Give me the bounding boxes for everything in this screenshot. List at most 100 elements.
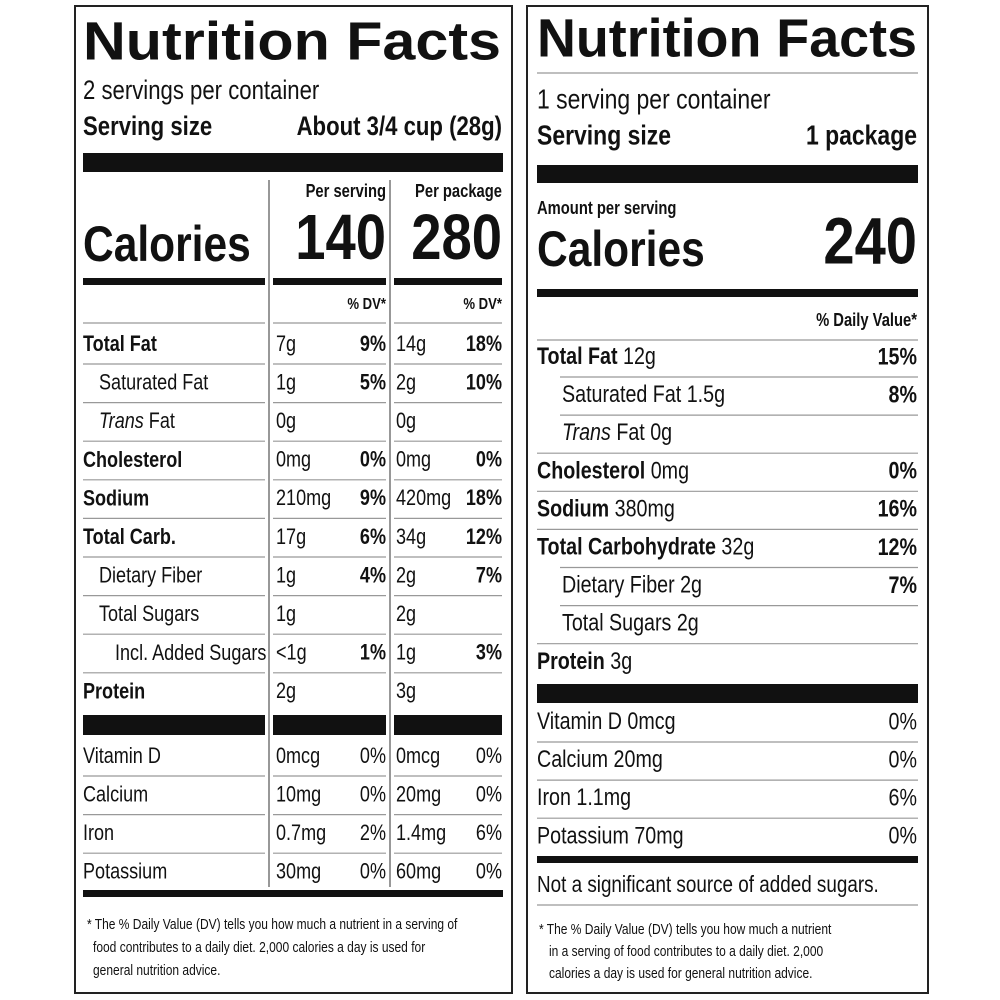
daily-value: 10% (466, 369, 502, 394)
left-label-border (74, 5, 513, 994)
nutrient-line: Iron 1.1mg (537, 785, 631, 812)
daily-value: 0% (889, 458, 917, 485)
amount: 0.7mg (276, 820, 326, 845)
medium-rule (537, 856, 918, 863)
servings-per-container: 1 serving per container (537, 83, 771, 114)
nutrient-line: Total Sugars 2g (562, 610, 699, 637)
medium-rule (394, 278, 502, 285)
amount: 0g (650, 420, 672, 447)
nutrient-name-text: Incl. Added Sugars (115, 640, 266, 665)
footnote: food contributes to a daily diet. 2,000 … (93, 939, 425, 956)
daily-value: 16% (878, 496, 917, 523)
nutrient-line: Total Fat 12g (537, 343, 656, 370)
thick-rule (83, 715, 265, 735)
nutrient-name: Saturated Fat (99, 369, 208, 394)
daily-value: 1% (360, 640, 386, 665)
amount: 1.1mg (576, 785, 631, 812)
nutrient-name-text: Fat (149, 408, 175, 433)
daily-value: 0% (360, 781, 386, 806)
nutrient-line: Potassium 70mg (537, 823, 684, 850)
daily-value: 6% (889, 785, 917, 812)
thick-rule (537, 165, 918, 183)
nutrient-line: Cholesterol 0mg (537, 458, 689, 485)
nutrient-name-italic: Trans (562, 420, 611, 447)
amount: 3g (610, 648, 632, 675)
daily-value: 0% (476, 743, 502, 768)
footnote: in a serving of food contributes to a da… (549, 943, 823, 960)
footnote: * The % Daily Value (DV) tells you how m… (539, 921, 832, 938)
daily-value: 0% (360, 743, 386, 768)
label-title: Nutrition Facts (83, 11, 501, 71)
daily-value: 2% (360, 820, 386, 845)
medium-rule (273, 278, 386, 285)
nutrient-name: Potassium (83, 859, 167, 884)
amount: 34g (396, 524, 426, 549)
amount: 17g (276, 524, 306, 549)
daily-value: 6% (476, 820, 502, 845)
amount: 0mcg (627, 708, 675, 735)
thick-rule (537, 684, 918, 703)
nutrient-name: Total Sugars (99, 601, 199, 626)
nutrient-line: Calcium 20mg (537, 746, 663, 773)
thick-rule (273, 715, 386, 735)
amount: 0mg (396, 447, 431, 472)
nutrient-name-text: Total Fat (83, 331, 157, 356)
amount: 2g (677, 610, 699, 637)
amount: 0mg (651, 458, 689, 485)
nutrient-name-text: Dietary Fiber (99, 562, 202, 587)
footnote: general nutrition advice. (93, 962, 220, 979)
medium-rule (83, 278, 265, 285)
amount: 3g (396, 678, 416, 703)
nutrient-name-text: Sodium (537, 496, 609, 523)
amount: 2g (396, 369, 416, 394)
amount: 10mg (276, 781, 321, 806)
amount: 30mg (276, 859, 321, 884)
serving-size-label: Serving size (537, 119, 671, 150)
daily-value: 0% (360, 447, 386, 472)
amount: 1g (276, 369, 296, 394)
calories-value: 240 (823, 203, 917, 277)
column-head: Per package (415, 181, 502, 201)
calories-label: Calories (83, 216, 251, 272)
amount: 0g (396, 408, 416, 433)
nutrient-name: Protein (83, 678, 145, 703)
nutrient-name-text: Cholesterol (83, 447, 182, 472)
serving-size-label: Serving size (83, 111, 212, 141)
daily-value: 4% (360, 562, 386, 587)
nutrient-name-text: Fat (616, 420, 645, 447)
nutrient-name: Vitamin D (83, 743, 161, 768)
medium-rule (83, 890, 503, 897)
nutrient-name-text: Total Carbohydrate (537, 534, 716, 561)
daily-value: 3% (476, 640, 502, 665)
nutrient-name-text: Total Sugars (562, 610, 671, 637)
calories-label: Calories (537, 221, 705, 277)
nutrient-name-text: Protein (83, 678, 145, 703)
amount: 0mg (276, 447, 311, 472)
daily-value: 15% (878, 343, 917, 370)
amount: 1g (396, 640, 416, 665)
nutrient-line: Protein 3g (537, 648, 632, 675)
daily-value: 0% (360, 859, 386, 884)
amount: <1g (276, 640, 307, 665)
amount: 380mg (615, 496, 675, 523)
amount: 70mg (634, 823, 683, 850)
daily-value: 0% (476, 447, 502, 472)
nutrient-line: Trans Fat 0g (562, 420, 672, 447)
nutrient-name: Total Fat (83, 331, 157, 356)
medium-rule (537, 289, 918, 297)
amount: 20mg (396, 781, 441, 806)
amount: 2g (680, 572, 702, 599)
nutrient-name: Incl. Added Sugars (115, 640, 266, 665)
nutrient-name-text: Sodium (83, 485, 149, 510)
daily-value: 7% (476, 562, 502, 587)
daily-value: 0% (889, 708, 917, 735)
nutrient-name-text: Calcium (537, 746, 608, 773)
nutrient-line: Dietary Fiber 2g (562, 572, 702, 599)
amount: 1g (276, 601, 296, 626)
nutrient-name: Iron (83, 820, 114, 845)
nutrient-line: Vitamin D 0mcg (537, 708, 676, 735)
daily-value: 5% (360, 369, 386, 394)
amount: 1.4mg (396, 820, 446, 845)
